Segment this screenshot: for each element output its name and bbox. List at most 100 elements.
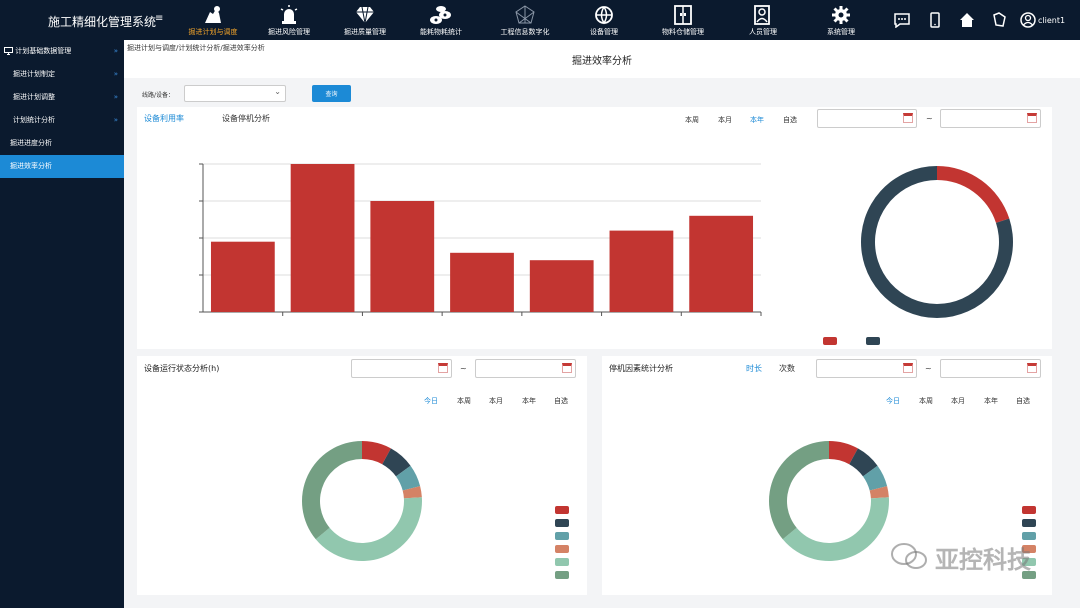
calendar-icon[interactable]: [562, 363, 572, 373]
page-title: 掘进效率分析: [572, 56, 632, 67]
sidebar-item-label: 掘进进度分析: [10, 139, 52, 147]
monitor-icon: [4, 47, 13, 55]
main-content: 掘进计划与调度/计划统计分析/掘进效率分析 掘进效率分析 线路/设备： ⌄ 查询…: [124, 40, 1080, 608]
range-week[interactable]: 本周: [457, 397, 471, 405]
range-month[interactable]: 本月: [718, 116, 732, 124]
donut-slice: [362, 441, 391, 465]
calendar-icon[interactable]: [1027, 363, 1037, 373]
date-from-input[interactable]: [816, 359, 917, 378]
donut-slice: [769, 441, 829, 540]
query-button[interactable]: 查询: [312, 85, 351, 102]
range-separator: ~: [926, 114, 933, 123]
sidebar-item-plan-stats[interactable]: 计划统计分析 »: [0, 109, 124, 132]
sidebar-item-label: 掘进计划调整: [13, 93, 55, 101]
range-today[interactable]: 今日: [424, 397, 438, 405]
panel-title: 设备运行状态分析(h): [144, 364, 220, 373]
chevron-down-icon: »: [113, 47, 118, 55]
utilization-bar-chart: [199, 163, 762, 316]
sidebar-item-base-data[interactable]: 计划基础数据管理 »: [0, 40, 124, 63]
date-to-input[interactable]: [940, 109, 1041, 128]
sidebar-item-progress[interactable]: 掘进进度分析: [0, 132, 124, 155]
calendar-icon[interactable]: [903, 363, 913, 373]
chevron-down-icon: »: [113, 70, 118, 78]
date-to-input[interactable]: [475, 359, 576, 378]
donut-slice: [402, 486, 422, 499]
range-week[interactable]: 本周: [919, 397, 933, 405]
legend-swatch[interactable]: [1022, 571, 1036, 579]
bar: [210, 241, 275, 312]
sidebar-item-plan-make[interactable]: 掘进计划制定 »: [0, 63, 124, 86]
utilization-donut-chart: [861, 166, 1013, 318]
gear-icon: [832, 6, 850, 24]
tab-downtime[interactable]: 设备停机分析: [222, 114, 270, 123]
legend-swatch[interactable]: [823, 337, 837, 345]
nav-label: 物料仓储管理: [662, 28, 704, 36]
sidebar-item-label: 计划统计分析: [13, 116, 55, 124]
date-from-input[interactable]: [817, 109, 917, 128]
phone-icon[interactable]: [929, 12, 941, 28]
nav-item-digital[interactable]: 工程信息数字化: [487, 0, 563, 40]
legend-swatch[interactable]: [1022, 545, 1036, 553]
date-from-input[interactable]: [351, 359, 452, 378]
network-icon: [515, 5, 535, 24]
nav-item-quality[interactable]: 掘进质量管理: [327, 0, 403, 40]
sidebar-item-plan-adjust[interactable]: 掘进计划调整 »: [0, 86, 124, 109]
range-custom[interactable]: 自选: [1016, 397, 1030, 405]
nav-item-equipment[interactable]: 设备管理: [566, 0, 642, 40]
range-week[interactable]: 本周: [685, 116, 699, 124]
legend-swatch[interactable]: [555, 506, 569, 514]
donut-slice: [315, 497, 422, 561]
legend-swatch[interactable]: [1022, 519, 1036, 527]
legend-swatch[interactable]: [555, 558, 569, 566]
hamburger-icon[interactable]: ≡: [155, 13, 164, 24]
range-year[interactable]: 本年: [984, 397, 998, 405]
shield-icon[interactable]: [991, 12, 1007, 28]
range-separator: ~: [460, 364, 467, 373]
range-year[interactable]: 本年: [522, 397, 536, 405]
watermark: 亚控科技: [935, 546, 1031, 574]
home-icon[interactable]: [959, 12, 975, 28]
nav-item-system[interactable]: 系统管理: [803, 0, 879, 40]
pipes-icon: [430, 6, 451, 24]
calendar-icon[interactable]: [903, 113, 913, 123]
nav-label: 掘进质量管理: [344, 28, 386, 36]
range-today[interactable]: 今日: [886, 397, 900, 405]
date-to-input[interactable]: [940, 359, 1041, 378]
legend-swatch[interactable]: [555, 519, 569, 527]
nav-item-risk[interactable]: 掘进风险管理: [251, 0, 327, 40]
range-month[interactable]: 本月: [489, 397, 503, 405]
legend-swatch[interactable]: [555, 532, 569, 540]
nav-item-personnel[interactable]: 人员管理: [725, 0, 801, 40]
sidebar-item-efficiency[interactable]: 掘进效率分析: [0, 155, 124, 178]
calendar-icon[interactable]: [438, 363, 448, 373]
tab-count[interactable]: 次数: [779, 364, 795, 373]
tab-utilization[interactable]: 设备利用率: [144, 114, 184, 123]
nav-item-warehouse[interactable]: 物料仓储管理: [645, 0, 721, 40]
range-month[interactable]: 本月: [951, 397, 965, 405]
nav-item-energy[interactable]: 能耗物耗统计: [403, 0, 479, 40]
alarm-light-icon: [280, 5, 298, 24]
nav-label: 能耗物耗统计: [420, 28, 462, 36]
line-equipment-select[interactable]: ⌄: [184, 85, 286, 102]
panel-title: 停机因素统计分析: [609, 364, 673, 373]
donut-slice: [829, 441, 858, 465]
legend-swatch[interactable]: [866, 337, 880, 345]
calendar-icon[interactable]: [1027, 113, 1037, 123]
filter-label: 线路/设备：: [142, 92, 175, 99]
legend-swatch[interactable]: [1022, 532, 1036, 540]
legend-swatch[interactable]: [1022, 558, 1036, 566]
person-card-icon: [754, 5, 770, 25]
range-custom[interactable]: 自选: [554, 397, 568, 405]
legend-swatch[interactable]: [555, 545, 569, 553]
range-custom[interactable]: 自选: [783, 116, 797, 124]
legend-swatch[interactable]: [1022, 506, 1036, 514]
username[interactable]: client1: [1038, 16, 1066, 25]
sidebar-item-label: 掘进效率分析: [10, 162, 52, 170]
nav-label: 设备管理: [590, 28, 618, 36]
range-year[interactable]: 本年: [750, 116, 764, 124]
chat-icon[interactable]: [893, 12, 911, 28]
user-icon[interactable]: [1020, 12, 1036, 28]
legend-swatch[interactable]: [555, 571, 569, 579]
tab-duration[interactable]: 时长: [746, 364, 762, 373]
nav-item-plan-dispatch[interactable]: 掘进计划与调度: [175, 0, 251, 40]
